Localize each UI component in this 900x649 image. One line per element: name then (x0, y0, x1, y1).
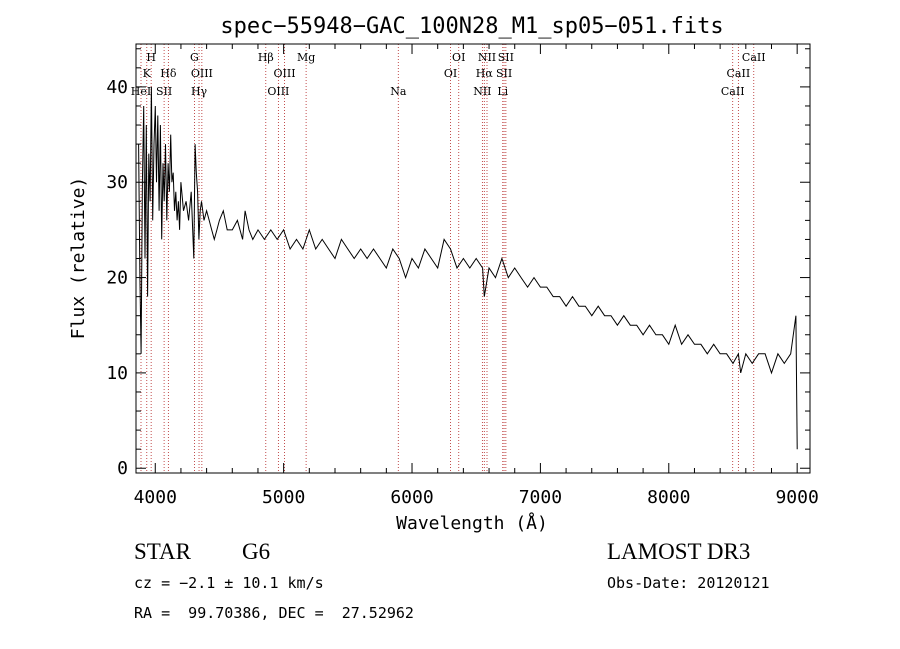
redshift-value: cz = −2.1 ± 10.1 km/s (134, 574, 324, 592)
x-axis-label: Wavelength (Å) (396, 512, 548, 534)
spectral-line-label: OI (452, 51, 465, 64)
x-axis-ticks: 4000 5000 6000 7000 8000 9000 (134, 44, 819, 508)
spectral-line-label: Li (497, 85, 508, 98)
y-tick-label: 0 (117, 458, 128, 479)
plot-frame (135, 43, 811, 474)
spectral-line-label: Mg (297, 51, 315, 64)
y-axis-ticks: 0 10 20 30 40 (106, 48, 810, 479)
spectral-line-label: OIII (191, 67, 213, 80)
chart-title: spec−55948−GAC_100N28_M1_sp05−051.fits (220, 14, 723, 39)
spectral-line-label: Hβ (258, 51, 274, 64)
spectral-line-markers (140, 44, 755, 473)
spectral-line-label: OIII (274, 67, 296, 80)
spectral-line-label: H (146, 51, 156, 64)
object-class: STAR (134, 539, 191, 564)
spectral-line-label: CaII (721, 85, 745, 98)
spectral-line-label: CaII (727, 67, 751, 80)
survey-name: LAMOST DR3 (607, 539, 751, 564)
x-tick-label: 6000 (390, 487, 433, 508)
spectral-line-label: OI (444, 67, 457, 80)
coordinates: RA = 99.70386, DEC = 27.52962 (134, 604, 414, 622)
spectral-line-label: CaII (742, 51, 766, 64)
x-tick-label: 9000 (775, 487, 818, 508)
y-tick-label: 10 (106, 363, 128, 384)
spectral-line-label: SII (496, 67, 512, 80)
y-tick-label: 30 (106, 172, 128, 193)
spectral-line-label: NII (473, 85, 491, 98)
x-tick-label: 5000 (262, 487, 305, 508)
y-tick-label: 20 (106, 268, 128, 289)
x-tick-label: 8000 (647, 487, 690, 508)
spectral-line-label: NII (478, 51, 496, 64)
spectrum-chart: spec−55948−GAC_100N28_M1_sp05−051.fits H… (68, 14, 819, 534)
spectral-line-label: SII (156, 85, 172, 98)
y-axis-label: Flux (relative) (68, 177, 89, 340)
spectral-line-label: Na (390, 85, 407, 98)
x-tick-label: 4000 (134, 487, 177, 508)
spectral-line-label: G (190, 51, 199, 64)
y-tick-label: 40 (106, 77, 128, 98)
spectral-line-label: K (143, 67, 152, 80)
spectral-line-label: Hα (476, 67, 494, 80)
obs-date: Obs-Date: 20120121 (607, 574, 770, 592)
spectral-line-label: OIII (267, 85, 289, 98)
spectral-line-label: SII (498, 51, 514, 64)
spectral-line-label: Hδ (160, 67, 177, 80)
x-tick-label: 7000 (519, 487, 562, 508)
object-subclass: G6 (242, 539, 271, 564)
spectral-line-label: Hγ (191, 85, 208, 98)
flux-series-line (138, 86, 798, 450)
